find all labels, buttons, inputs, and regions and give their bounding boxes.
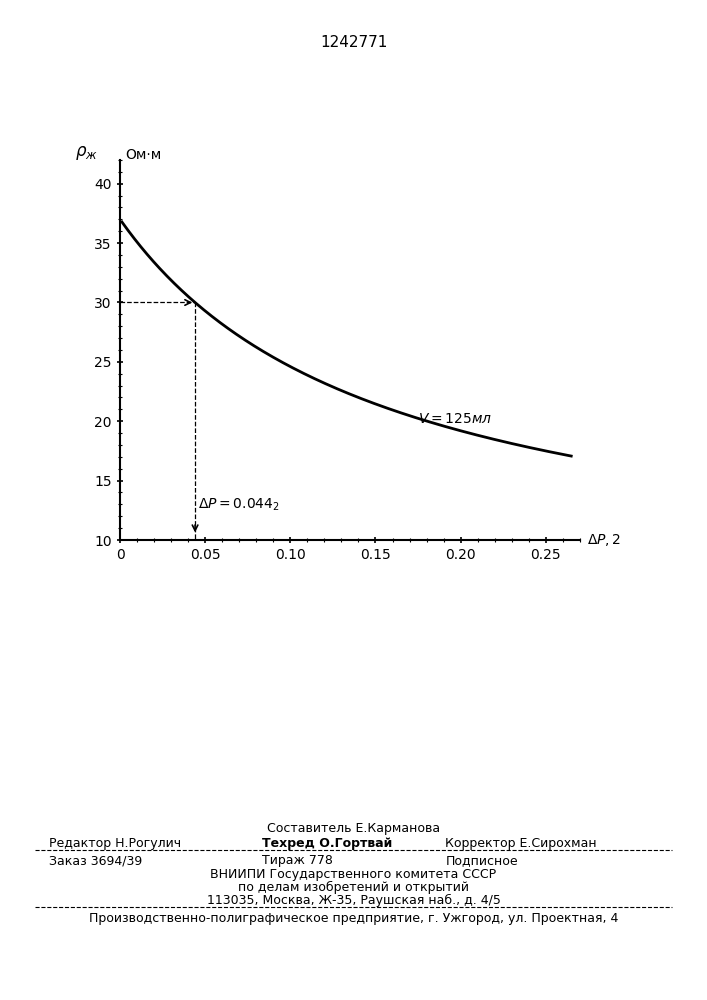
Text: Тираж 778: Тираж 778 <box>262 854 332 867</box>
Text: Составитель Е.Карманова: Составитель Е.Карманова <box>267 822 440 835</box>
Text: $\rho_ж$: $\rho_ж$ <box>75 144 98 162</box>
Text: по делам изобретений и открытий: по делам изобретений и открытий <box>238 881 469 894</box>
Text: Подписное: Подписное <box>445 854 518 867</box>
Text: ВНИИПИ Государственного комитета СССР: ВНИИПИ Государственного комитета СССР <box>211 868 496 881</box>
Text: 113035, Москва, Ж-35, Раушская наб., д. 4/5: 113035, Москва, Ж-35, Раушская наб., д. … <box>206 894 501 907</box>
Text: Производственно-полиграфическое предприятие, г. Ужгород, ул. Проектная, 4: Производственно-полиграфическое предприя… <box>89 912 618 925</box>
Text: Техред О.Гортвай: Техред О.Гортвай <box>262 837 392 850</box>
Text: $\Delta P, 2$: $\Delta P, 2$ <box>587 532 621 548</box>
Text: Заказ 3694/39: Заказ 3694/39 <box>49 854 143 867</box>
Text: $V=125мл$: $V=125мл$ <box>418 412 492 426</box>
Text: $\Delta P= 0.044_2$: $\Delta P= 0.044_2$ <box>199 496 281 513</box>
Text: Ом·м: Ом·м <box>125 148 161 162</box>
Text: Корректор Е.Сирохман: Корректор Е.Сирохман <box>445 837 597 850</box>
Text: 1242771: 1242771 <box>320 35 387 50</box>
Text: Редактор Н.Рогулич: Редактор Н.Рогулич <box>49 837 182 850</box>
